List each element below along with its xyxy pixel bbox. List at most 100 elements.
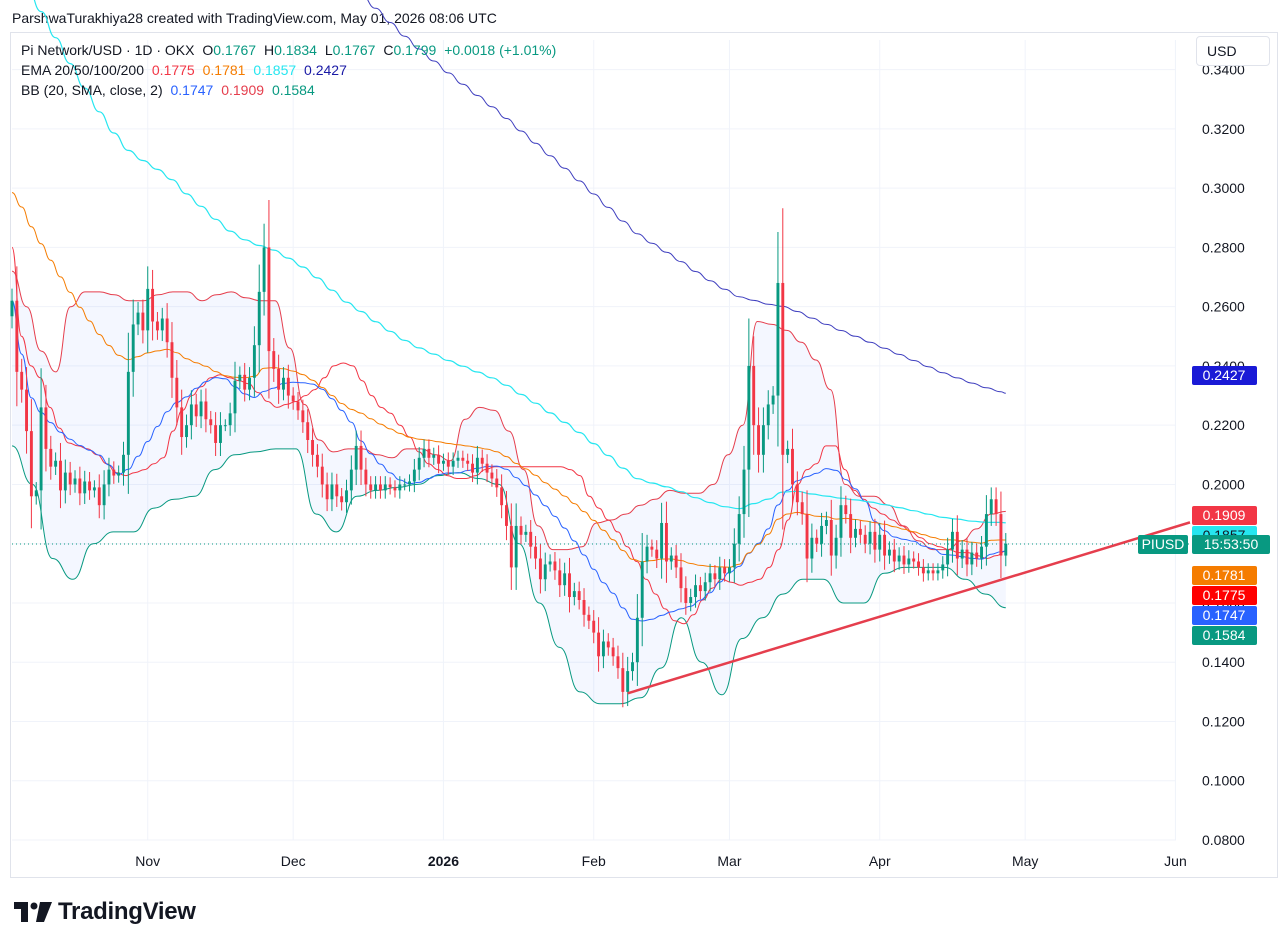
candle xyxy=(577,581,581,610)
candle xyxy=(374,476,378,499)
candle-body xyxy=(572,591,576,598)
candle xyxy=(849,498,853,554)
x-tick-label: Nov xyxy=(135,853,160,869)
candle-body xyxy=(180,407,184,438)
bb-lower-price-tag-box xyxy=(1192,626,1257,645)
bb-upper-line xyxy=(11,270,1006,551)
ticker-text: PIUSD xyxy=(1142,536,1185,552)
ema20-price-tag-box xyxy=(1192,586,1257,605)
candle xyxy=(10,288,14,329)
candle-body xyxy=(335,484,339,497)
candle xyxy=(311,428,315,467)
candle-body xyxy=(810,537,814,559)
x-tick-label: Jun xyxy=(1164,853,1187,869)
candle xyxy=(485,454,489,483)
candle xyxy=(243,362,247,402)
candle xyxy=(500,474,504,519)
y-tick-label: 0.2000 xyxy=(1202,476,1245,492)
candle xyxy=(20,358,24,403)
candle xyxy=(873,518,877,563)
candle-body xyxy=(475,457,479,473)
candle xyxy=(548,554,552,572)
candle xyxy=(543,552,547,592)
candle xyxy=(325,472,329,512)
x-tick-label: Mar xyxy=(717,853,741,869)
ema50-price-tag: 0.1781 xyxy=(1192,566,1257,585)
candle xyxy=(44,384,48,472)
currency-button[interactable]: USD xyxy=(1196,36,1270,66)
candle-body xyxy=(970,552,974,565)
candle-body xyxy=(325,484,329,500)
candle xyxy=(102,470,106,520)
candle-body xyxy=(170,342,174,378)
candle xyxy=(441,453,445,471)
candle-body xyxy=(199,401,203,417)
candle xyxy=(708,563,712,592)
candle xyxy=(388,477,392,495)
candle-body xyxy=(451,460,455,467)
candle xyxy=(655,540,659,568)
candle-body xyxy=(509,525,513,568)
candle-body xyxy=(369,484,373,491)
candle-body xyxy=(25,389,28,432)
candle-body xyxy=(480,457,484,464)
candle xyxy=(252,326,256,397)
candle xyxy=(364,457,368,497)
candle xyxy=(810,523,814,573)
trendline xyxy=(627,521,1191,695)
candle xyxy=(97,474,101,519)
candle-body xyxy=(97,487,101,506)
candle-body xyxy=(626,671,630,692)
candle xyxy=(349,455,353,505)
candle-body xyxy=(330,484,334,500)
candle xyxy=(122,441,125,486)
candle-body xyxy=(262,247,266,292)
candle-body xyxy=(955,531,959,559)
candle xyxy=(170,322,174,398)
candle-body xyxy=(252,345,256,378)
candle xyxy=(495,469,499,497)
candle xyxy=(29,399,33,529)
candle-body xyxy=(703,582,707,592)
candle-body xyxy=(694,585,697,598)
candle xyxy=(805,490,809,583)
open-label: O xyxy=(202,42,214,58)
candle xyxy=(117,465,121,483)
candle xyxy=(572,582,576,606)
y-tick-label: 0.1200 xyxy=(1202,713,1245,729)
grid-lines xyxy=(12,40,1176,841)
candle-body xyxy=(15,300,19,372)
candle-body xyxy=(616,656,620,669)
candle xyxy=(800,491,804,525)
candle-body xyxy=(698,585,702,592)
candle-body xyxy=(412,469,416,482)
y-tick-label: 0.2200 xyxy=(1202,417,1245,433)
candle-body xyxy=(296,401,300,411)
candle-body xyxy=(398,484,402,491)
candle xyxy=(272,338,276,382)
candle-body xyxy=(34,490,38,497)
candle xyxy=(262,223,266,316)
candle xyxy=(54,452,58,475)
candle xyxy=(597,617,601,672)
countdown-text: 15:53:50 xyxy=(1204,536,1259,552)
candle-body xyxy=(519,525,523,535)
candle xyxy=(248,367,251,401)
candle-body xyxy=(844,505,848,515)
candle-body xyxy=(112,469,116,476)
candle-body xyxy=(606,641,610,648)
candle xyxy=(451,452,455,475)
candle-body xyxy=(679,567,683,589)
ema100-line xyxy=(33,0,1006,524)
candle-body xyxy=(107,469,111,485)
candle xyxy=(524,524,528,542)
legend-low: L0.1767 xyxy=(325,42,376,58)
candle-body xyxy=(538,558,542,580)
candle xyxy=(941,556,945,579)
candle xyxy=(209,410,213,434)
candle xyxy=(306,409,310,454)
candle xyxy=(645,534,649,574)
candle-body xyxy=(340,496,344,503)
candle-body xyxy=(587,614,591,621)
